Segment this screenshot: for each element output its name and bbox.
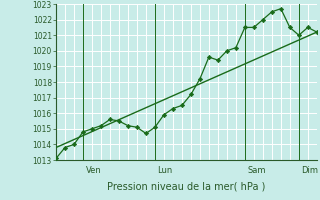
- Text: Pression niveau de la mer( hPa ): Pression niveau de la mer( hPa ): [107, 182, 266, 192]
- Text: Lun: Lun: [157, 166, 173, 175]
- Text: Dim: Dim: [301, 166, 318, 175]
- Text: Ven: Ven: [85, 166, 101, 175]
- Text: Sam: Sam: [247, 166, 266, 175]
